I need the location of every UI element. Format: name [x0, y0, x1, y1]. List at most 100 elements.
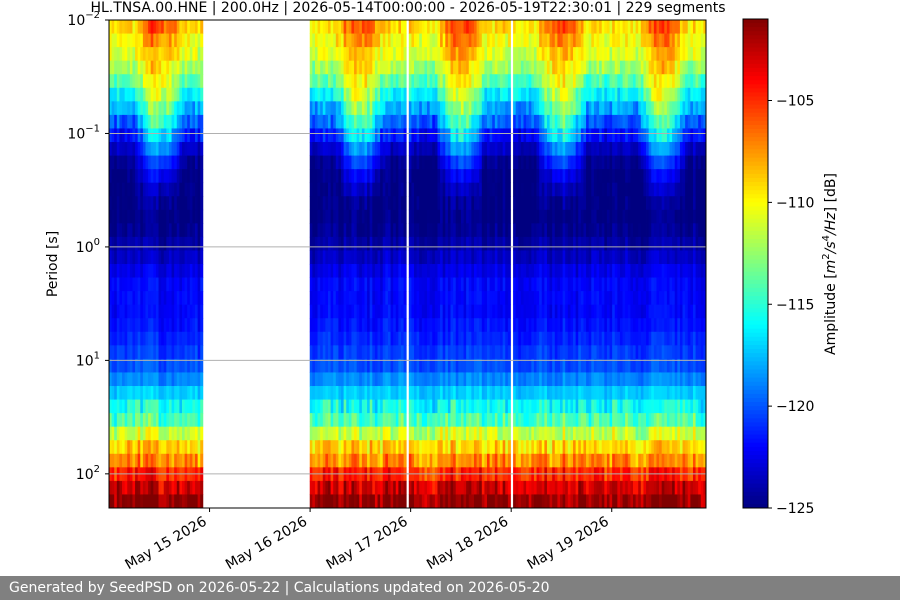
heatmap-cell — [513, 196, 517, 211]
heatmap-cell — [500, 372, 504, 387]
heatmap-cell — [463, 169, 467, 184]
heatmap-cell — [515, 399, 519, 414]
heatmap-cell — [552, 155, 556, 170]
heatmap-cell — [364, 47, 368, 62]
heatmap-cell — [471, 47, 475, 62]
heatmap-cell — [557, 440, 561, 455]
heatmap-cell — [515, 331, 519, 346]
heatmap-cell — [458, 291, 462, 306]
heatmap-cell — [523, 304, 527, 319]
heatmap-cell — [377, 101, 381, 116]
heatmap-cell — [432, 304, 436, 319]
heatmap-cell — [458, 494, 462, 509]
heatmap-cell — [570, 87, 574, 102]
heatmap-cell — [166, 128, 170, 143]
heatmap-cell — [487, 236, 491, 251]
heatmap-cell — [374, 87, 378, 102]
heatmap-cell — [523, 182, 527, 197]
heatmap-cell — [562, 318, 566, 333]
heatmap-cell — [414, 60, 418, 75]
heatmap-cell — [437, 223, 441, 238]
heatmap-cell — [309, 142, 313, 156]
heatmap-cell — [387, 345, 391, 360]
heatmap-cell — [554, 196, 558, 211]
heatmap-cell — [536, 74, 540, 89]
heatmap-cell — [403, 480, 407, 495]
heatmap-cell — [187, 142, 191, 156]
heatmap-cell — [552, 264, 556, 278]
heatmap-cell — [367, 169, 371, 184]
heatmap-cell — [408, 33, 412, 48]
heatmap-cell — [476, 114, 480, 129]
heatmap-cell — [361, 413, 365, 428]
heatmap-cell — [429, 413, 433, 428]
heatmap-cell — [395, 33, 399, 48]
heatmap-cell — [171, 345, 175, 360]
heatmap-cell — [567, 236, 571, 251]
heatmap-cell — [473, 33, 477, 48]
heatmap-cell — [437, 114, 441, 129]
heatmap-cell — [476, 223, 480, 238]
heatmap-cell — [484, 169, 488, 184]
heatmap-cell — [369, 20, 373, 34]
heatmap-cell — [354, 33, 358, 48]
heatmap-cell — [432, 74, 436, 89]
heatmap-cell — [166, 264, 170, 278]
heatmap-cell — [526, 386, 530, 400]
heatmap-cell — [195, 155, 199, 170]
heatmap-cell — [111, 264, 115, 278]
heatmap-cell — [197, 372, 201, 387]
heatmap-cell — [129, 480, 133, 495]
heatmap-cell — [312, 182, 316, 197]
heatmap-cell — [354, 209, 358, 224]
heatmap-cell — [380, 128, 384, 143]
heatmap-cell — [502, 142, 506, 156]
heatmap-cell — [453, 453, 457, 468]
heatmap-cell — [494, 291, 498, 306]
heatmap-cell — [567, 250, 571, 265]
heatmap-cell — [541, 128, 545, 143]
heatmap-cell — [429, 277, 433, 292]
heatmap-cell — [403, 277, 407, 292]
heatmap-cell — [109, 440, 113, 455]
heatmap-cell — [437, 345, 441, 360]
heatmap-cell — [137, 386, 141, 400]
heatmap-cell — [549, 223, 553, 238]
heatmap-cell — [552, 386, 556, 400]
heatmap-cell — [309, 304, 313, 319]
heatmap-cell — [140, 440, 144, 455]
heatmap-cell — [168, 101, 172, 116]
heatmap-cell — [560, 413, 564, 428]
heatmap-cell — [536, 60, 540, 75]
heatmap-cell — [494, 20, 498, 34]
heatmap-cell — [455, 494, 459, 509]
heatmap-cell — [176, 331, 180, 346]
heatmap-cell — [414, 358, 418, 373]
heatmap-cell — [182, 142, 186, 156]
heatmap-cell — [432, 494, 436, 509]
heatmap-cell — [575, 196, 579, 211]
heatmap-cell — [473, 358, 477, 373]
heatmap-cell — [343, 223, 347, 238]
heatmap-cell — [325, 318, 329, 333]
heatmap-cell — [179, 304, 183, 319]
heatmap-cell — [544, 264, 548, 278]
heatmap-cell — [481, 386, 485, 400]
heatmap-cell — [573, 426, 577, 441]
heatmap-cell — [546, 291, 550, 306]
heatmap-cell — [567, 209, 571, 224]
heatmap-cell — [309, 345, 313, 360]
heatmap-cell — [135, 196, 139, 211]
heatmap-cell — [500, 277, 504, 292]
heatmap-cell — [424, 209, 428, 224]
heatmap-cell — [380, 494, 384, 509]
heatmap-cell — [533, 386, 537, 400]
heatmap-cell — [374, 196, 378, 211]
heatmap-cell — [437, 250, 441, 265]
heatmap-cell — [531, 142, 535, 156]
heatmap-cell — [174, 277, 178, 292]
heatmap-cell — [132, 331, 136, 346]
heatmap-cell — [421, 399, 425, 414]
heatmap-cell — [471, 386, 475, 400]
heatmap-cell — [442, 264, 446, 278]
